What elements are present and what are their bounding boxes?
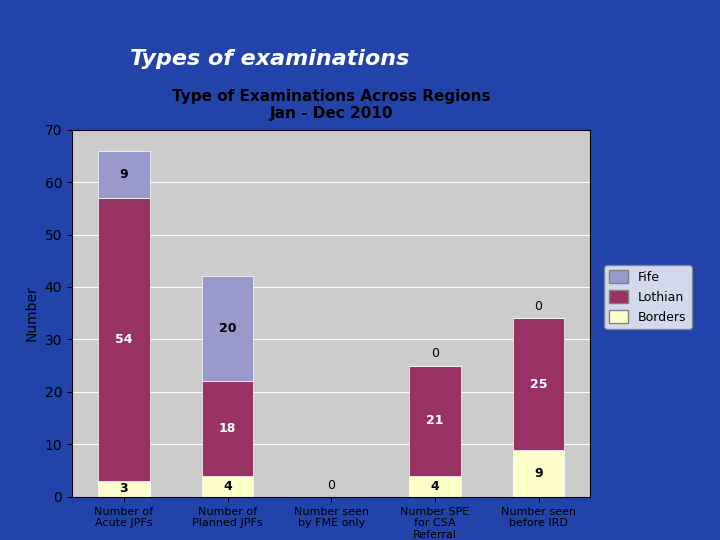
Text: 4: 4 <box>431 480 439 493</box>
Y-axis label: Number: Number <box>25 285 39 341</box>
Text: 18: 18 <box>219 422 236 435</box>
Bar <box>98 481 150 497</box>
Text: 9: 9 <box>534 467 543 480</box>
Bar <box>98 198 150 481</box>
Text: 25: 25 <box>530 377 547 390</box>
Text: 0: 0 <box>534 300 543 313</box>
Text: 21: 21 <box>426 414 444 427</box>
Bar <box>202 381 253 476</box>
Bar <box>409 476 461 497</box>
Text: 0: 0 <box>431 347 439 360</box>
Text: 4: 4 <box>223 480 232 493</box>
Title: Type of Examinations Across Regions
Jan - Dec 2010: Type of Examinations Across Regions Jan … <box>172 89 490 122</box>
Bar <box>202 476 253 497</box>
Text: 9: 9 <box>120 168 128 181</box>
Bar <box>513 319 564 450</box>
Bar <box>409 366 461 476</box>
Bar <box>98 151 150 198</box>
Text: 54: 54 <box>115 333 132 346</box>
Text: 20: 20 <box>219 322 236 335</box>
Text: 0: 0 <box>327 478 336 491</box>
Legend: Fife, Lothian, Borders: Fife, Lothian, Borders <box>604 265 692 329</box>
Bar <box>513 450 564 497</box>
Bar <box>202 276 253 381</box>
Text: 3: 3 <box>120 482 128 495</box>
Text: Types of examinations: Types of examinations <box>130 49 409 70</box>
